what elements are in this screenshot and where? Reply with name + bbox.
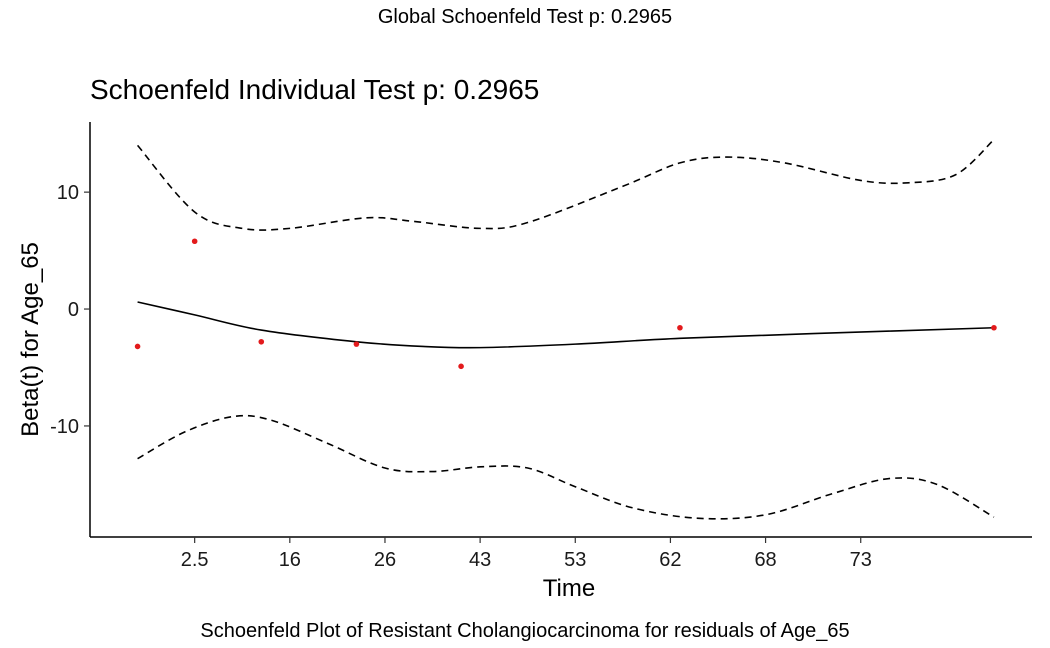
residual-point-7 (991, 324, 997, 331)
x-tick-label: 2.5 (181, 549, 209, 571)
global-test-title: Global Schoenfeld Test p: 0.2965 (377, 6, 673, 28)
residual-point-6 (677, 324, 683, 331)
x-tick-label: 68 (754, 549, 776, 571)
lower-confidence-band (137, 414, 995, 520)
y-tick-label: -10 (50, 416, 79, 438)
plot-caption: Schoenfeld Plot of Resistant Cholangioca… (200, 620, 850, 642)
y-tick-label: 0 (68, 299, 79, 321)
residual-point-1 (134, 343, 141, 350)
upper-confidence-band (136, 138, 995, 231)
x-axis-label: Time (543, 575, 595, 602)
residual-point-3 (258, 338, 265, 345)
x-tick-label: 53 (564, 549, 586, 571)
y-tick-label: 10 (57, 182, 79, 204)
x-tick-label: 16 (279, 549, 301, 571)
residual-point-2 (191, 238, 198, 245)
residual-point-5 (458, 363, 464, 370)
y-axis-label: Beta(t) for Age_65 (17, 242, 44, 437)
fitted-beta-line (137, 301, 994, 349)
x-tick-label: 43 (469, 549, 491, 571)
x-tick-label: 62 (659, 549, 681, 571)
plot-title: Schoenfeld Individual Test p: 0.2965 (90, 74, 540, 105)
x-tick-label: 26 (374, 549, 396, 571)
residual-point-4 (353, 341, 360, 347)
x-tick-label: 73 (850, 549, 872, 571)
